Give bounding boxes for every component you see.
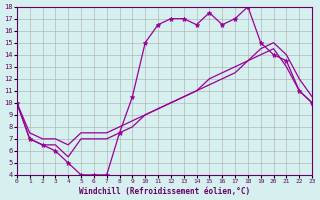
- X-axis label: Windchill (Refroidissement éolien,°C): Windchill (Refroidissement éolien,°C): [79, 187, 250, 196]
